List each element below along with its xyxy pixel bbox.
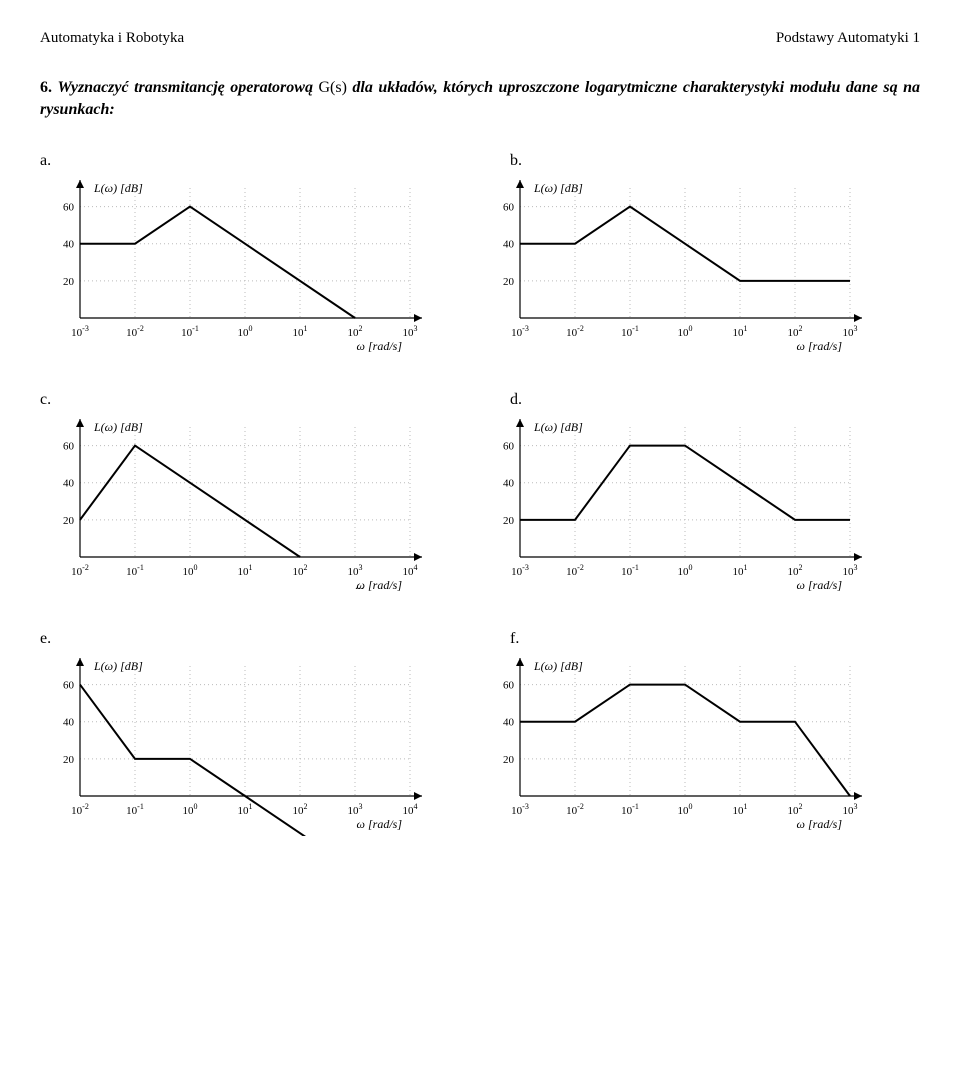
label-b: b. <box>510 152 920 170</box>
svg-text:101: 101 <box>238 563 253 578</box>
svg-text:60: 60 <box>503 679 515 691</box>
svg-text:104: 104 <box>403 802 418 817</box>
svg-text:101: 101 <box>733 563 748 578</box>
svg-text:40: 40 <box>63 716 75 728</box>
svg-text:102: 102 <box>293 563 308 578</box>
svg-text:20: 20 <box>503 276 515 288</box>
svg-text:10-1: 10-1 <box>126 802 144 817</box>
svg-text:10-2: 10-2 <box>566 802 584 817</box>
svg-text:ω [rad/s]: ω [rad/s] <box>357 339 403 353</box>
svg-text:20: 20 <box>63 515 75 527</box>
svg-text:102: 102 <box>788 563 803 578</box>
svg-text:102: 102 <box>293 802 308 817</box>
svg-text:10-1: 10-1 <box>181 324 199 339</box>
label-a: a. <box>40 152 480 170</box>
label-d: d. <box>510 391 920 409</box>
svg-text:...: ... <box>355 578 364 592</box>
svg-text:10-1: 10-1 <box>621 802 639 817</box>
svg-text:L(ω) [dB]: L(ω) [dB] <box>533 420 583 434</box>
svg-text:100: 100 <box>678 563 693 578</box>
svg-text:L(ω) [dB]: L(ω) [dB] <box>533 659 583 673</box>
chart-a: 20 40 60 10-3 10-2 10-1 100 101 102 103 L(ω) [dB] ω… <box>40 178 480 363</box>
chart-f: 20 40 60 10-3 10-2 10-1 100 101 102 103 L(ω) [dB] ω… <box>480 656 920 841</box>
svg-text:10-3: 10-3 <box>71 324 89 339</box>
svg-text:L(ω) [dB]: L(ω) [dB] <box>93 659 143 673</box>
header-left: Automatyka i Robotyka <box>40 30 184 47</box>
svg-text:10-3: 10-3 <box>511 802 529 817</box>
svg-text:10-2: 10-2 <box>566 563 584 578</box>
svg-text:101: 101 <box>238 802 253 817</box>
svg-text:102: 102 <box>788 802 803 817</box>
svg-text:ω [rad/s]: ω [rad/s] <box>797 578 843 592</box>
svg-text:102: 102 <box>348 324 363 339</box>
svg-text:10-1: 10-1 <box>126 563 144 578</box>
svg-text:ω [rad/s]: ω [rad/s] <box>797 339 843 353</box>
chart-c: 20406010-210-1100101102103104L(ω) [dB]ω … <box>40 417 480 602</box>
svg-text:ω [rad/s]: ω [rad/s] <box>797 817 843 831</box>
problem-number: 6. <box>40 79 52 96</box>
svg-text:L(ω) [dB]: L(ω) [dB] <box>93 420 143 434</box>
charts-grid: a. 20 40 60 10-3 10-2 10-1 100 101 102 103 L(ω) [d… <box>40 142 920 841</box>
svg-text:103: 103 <box>843 802 858 817</box>
svg-text:40: 40 <box>63 477 75 489</box>
svg-text:100: 100 <box>183 802 198 817</box>
svg-text:20: 20 <box>63 276 75 288</box>
svg-text:102: 102 <box>788 324 803 339</box>
svg-text:20: 20 <box>63 754 75 766</box>
svg-text:60: 60 <box>63 201 75 213</box>
chart-b: 20 40 60 10-3 10-2 10-1 100 101 102 103 L(ω) [dB] ω… <box>480 178 920 363</box>
problem-text-before: Wyznaczyć transmitancję operatorową <box>58 79 319 96</box>
svg-text:10-2: 10-2 <box>566 324 584 339</box>
svg-text:101: 101 <box>293 324 308 339</box>
svg-text:10-2: 10-2 <box>126 324 144 339</box>
svg-text:10-1: 10-1 <box>621 324 639 339</box>
svg-text:10-3: 10-3 <box>511 324 529 339</box>
svg-text:104: 104 <box>403 563 418 578</box>
svg-text:L(ω) [dB]: L(ω) [dB] <box>533 181 583 195</box>
chart-d: 20 40 60 10-3 10-2 10-1 100 101 102 103 L(ω) [dB] ω… <box>480 417 920 602</box>
svg-text:10-3: 10-3 <box>511 563 529 578</box>
svg-text:40: 40 <box>503 716 515 728</box>
svg-text:40: 40 <box>63 238 75 250</box>
problem-statement: 6. Wyznaczyć transmitancję operatorową G… <box>40 77 920 122</box>
label-c: c. <box>40 391 480 409</box>
chart-e: 20 40 60 10-2 10-1 100 101 102 103 104 L(ω) [dB] ω … <box>40 656 480 841</box>
svg-text:103: 103 <box>403 324 418 339</box>
svg-text:20: 20 <box>503 754 515 766</box>
svg-text:100: 100 <box>183 563 198 578</box>
svg-text:100: 100 <box>238 324 253 339</box>
svg-text:60: 60 <box>63 440 75 452</box>
label-e: e. <box>40 630 480 648</box>
svg-text:103: 103 <box>843 563 858 578</box>
svg-text:101: 101 <box>733 324 748 339</box>
svg-text:40: 40 <box>503 238 515 250</box>
label-f: f. <box>510 630 920 648</box>
svg-text:101: 101 <box>733 802 748 817</box>
svg-text:103: 103 <box>348 802 363 817</box>
svg-text:10-2: 10-2 <box>71 563 89 578</box>
header-right: Podstawy Automatyki 1 <box>776 30 920 47</box>
svg-text:40: 40 <box>503 477 515 489</box>
svg-text:103: 103 <box>843 324 858 339</box>
svg-text:ω [rad/s]: ω [rad/s] <box>357 817 403 831</box>
svg-text:100: 100 <box>678 802 693 817</box>
svg-text:60: 60 <box>63 679 75 691</box>
svg-text:60: 60 <box>503 201 515 213</box>
page-header: Automatyka i Robotyka Podstawy Automatyk… <box>40 30 920 47</box>
svg-text:10-1: 10-1 <box>621 563 639 578</box>
problem-formula: G(s) <box>318 79 346 96</box>
svg-text:10-2: 10-2 <box>71 802 89 817</box>
svg-text:60: 60 <box>503 440 515 452</box>
svg-text:L(ω) [dB]: L(ω) [dB] <box>93 181 143 195</box>
svg-text:103: 103 <box>348 563 363 578</box>
svg-text:100: 100 <box>678 324 693 339</box>
svg-text:20: 20 <box>503 515 515 527</box>
